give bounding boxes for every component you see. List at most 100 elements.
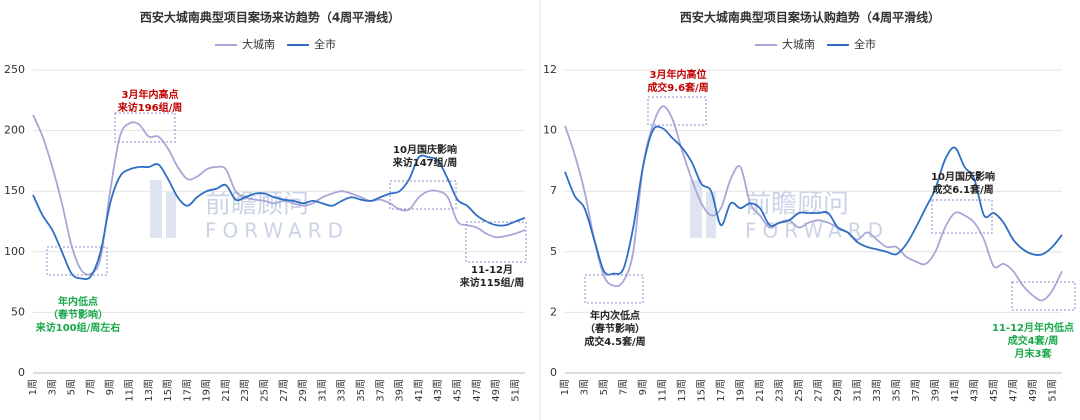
annotation-box (931, 199, 993, 234)
annotation-text: （春节影响） (48, 308, 108, 321)
y-tick-label: 0 (550, 366, 557, 379)
annotation-text: （春节影响） (585, 322, 645, 335)
x-tick-label: 7周 (617, 379, 629, 395)
x-tick-label: 5周 (598, 379, 610, 395)
x-tick-label: 3周 (46, 379, 58, 395)
watermark-text: FORWARD (205, 219, 349, 243)
x-tick-label: 17周 (181, 379, 193, 402)
chart-title: 西安大城南典型项目案场认购趋势（4周平滑线） (680, 10, 940, 25)
annotation-box (465, 221, 527, 263)
annotation-text: 成交9.6套/周 (647, 81, 708, 94)
x-tick-label: 11周 (656, 379, 668, 402)
series-line (32, 114, 526, 276)
x-tick-label: 35周 (355, 379, 367, 402)
x-tick-label: 51周 (509, 379, 521, 402)
x-tick-label: 43周 (968, 379, 980, 402)
x-tick-label: 49周 (1027, 379, 1039, 402)
annotation-text: 10月国庆影响 (931, 170, 995, 183)
x-tick-label: 47周 (1007, 379, 1019, 402)
annotation-box (46, 246, 108, 276)
annotation-text: 月末3套 (1014, 347, 1053, 360)
x-tick-label: 21周 (754, 379, 766, 402)
x-tick-label: 37周 (910, 379, 922, 402)
chart-title: 西安大城南典型项目案场来访趋势（4周平滑线） (140, 10, 400, 25)
x-tick-label: 39周 (394, 379, 406, 402)
annotation-text: 3月年内高位 (650, 68, 707, 81)
y-tick-label: 100 (4, 245, 25, 258)
y-tick-label: 10 (543, 124, 557, 137)
annotation-text: 11-12月 (471, 264, 513, 276)
x-tick-label: 45周 (451, 379, 463, 402)
x-tick-label: 45周 (988, 379, 1000, 402)
x-tick-label: 27周 (278, 379, 290, 402)
annotation-text: 成交4.5套/周 (584, 335, 645, 348)
x-tick-label: 17周 (715, 379, 727, 402)
x-tick-label: 31周 (851, 379, 863, 402)
annotation-text: 10月国庆影响 (393, 143, 457, 156)
x-tick-label: 11周 (123, 379, 135, 402)
y-tick-label: 250 (4, 63, 25, 76)
x-tick-label: 49周 (490, 379, 502, 402)
x-tick-label: 21周 (220, 379, 232, 402)
x-tick-label: 15周 (162, 379, 174, 402)
x-tick-label: 7周 (85, 379, 97, 395)
x-tick-label: 33周 (336, 379, 348, 402)
watermark-logo (690, 180, 702, 238)
annotation-text: 成交6.1套/周 (932, 183, 993, 196)
x-tick-label: 41周 (413, 379, 425, 402)
y-tick-label: 200 (4, 124, 25, 137)
annotation-text: 来访115组/周 (459, 276, 525, 289)
y-tick-label: 150 (4, 184, 25, 197)
x-tick-label: 5周 (66, 379, 78, 395)
x-tick-label: 13周 (143, 379, 155, 402)
watermark-logo (166, 192, 176, 238)
x-tick-label: 29周 (297, 379, 309, 402)
annotation-box (1011, 281, 1076, 311)
legend-label: 大城南 (242, 37, 275, 51)
y-tick-label: 5 (550, 245, 557, 258)
x-tick-label: 23周 (773, 379, 785, 402)
x-tick-label: 25周 (793, 379, 805, 402)
x-tick-label: 51周 (1046, 379, 1058, 402)
watermark-logo (150, 180, 162, 238)
x-tick-label: 47周 (471, 379, 483, 402)
legend-label: 全市 (854, 37, 876, 51)
x-tick-label: 39周 (929, 379, 941, 402)
annotation-text: 来访147组/周 (392, 156, 458, 169)
x-tick-label: 19周 (201, 379, 213, 402)
annotation-box (647, 96, 707, 126)
annotation-text: 3月年内高点 (122, 88, 179, 101)
x-tick-label: 23周 (239, 379, 251, 402)
annotation-text: 成交4套/周 (1008, 334, 1059, 347)
x-tick-label: 13周 (676, 379, 688, 402)
annotation-text: 年内次低点 (590, 309, 640, 322)
annotation-box (584, 274, 644, 304)
annotation-text: 来访196组/周 (117, 101, 183, 114)
legend-label: 大城南 (782, 37, 815, 51)
y-tick-label: 7 (550, 184, 557, 197)
y-tick-label: 0 (18, 366, 25, 379)
series-line (564, 125, 1063, 276)
annotation-text: 来访100组/周左右 (35, 321, 121, 334)
annotation-text: 年内低点 (58, 295, 98, 308)
x-tick-label: 1周 (559, 379, 571, 395)
annotation-box (389, 180, 457, 210)
x-tick-label: 9周 (104, 379, 116, 395)
x-tick-label: 1周 (27, 379, 39, 395)
series-line (32, 154, 526, 280)
x-tick-label: 41周 (949, 379, 961, 402)
x-tick-label: 31周 (316, 379, 328, 402)
x-tick-label: 9周 (637, 379, 649, 395)
x-tick-label: 27周 (812, 379, 824, 402)
annotation-box (114, 112, 176, 143)
x-tick-label: 43周 (432, 379, 444, 402)
y-tick-label: 50 (11, 305, 25, 318)
annotation-text: 11-12月年内低点 (992, 321, 1074, 334)
legend-label: 全市 (314, 37, 336, 51)
x-tick-label: 29周 (832, 379, 844, 402)
y-tick-label: 12 (543, 63, 557, 76)
x-tick-label: 25周 (259, 379, 271, 402)
watermark-text: 前瞻顾问 (205, 190, 309, 220)
x-tick-label: 33周 (871, 379, 883, 402)
